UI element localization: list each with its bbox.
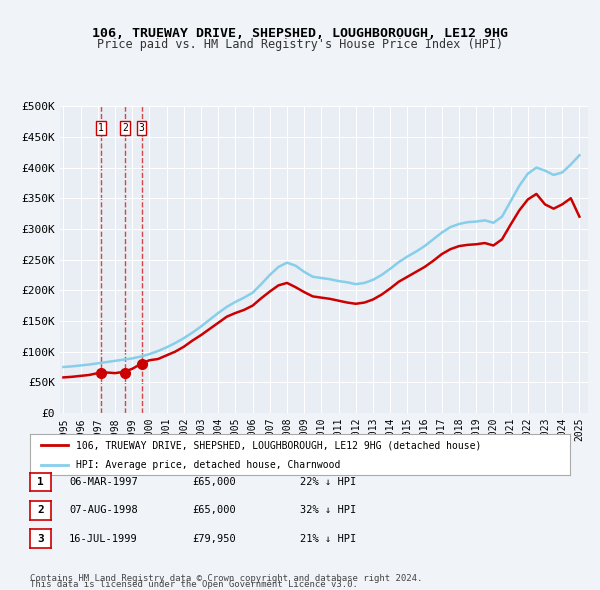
Text: 22% ↓ HPI: 22% ↓ HPI bbox=[300, 477, 356, 487]
Text: Contains HM Land Registry data © Crown copyright and database right 2024.: Contains HM Land Registry data © Crown c… bbox=[30, 574, 422, 583]
Text: 2: 2 bbox=[37, 506, 44, 515]
Text: £79,950: £79,950 bbox=[192, 534, 236, 543]
Text: 07-AUG-1998: 07-AUG-1998 bbox=[69, 506, 138, 515]
Text: 3: 3 bbox=[139, 123, 145, 133]
Text: 3: 3 bbox=[37, 534, 44, 543]
Text: 106, TRUEWAY DRIVE, SHEPSHED, LOUGHBOROUGH, LE12 9HG: 106, TRUEWAY DRIVE, SHEPSHED, LOUGHBOROU… bbox=[92, 27, 508, 40]
Text: 16-JUL-1999: 16-JUL-1999 bbox=[69, 534, 138, 543]
Text: £65,000: £65,000 bbox=[192, 477, 236, 487]
Text: 2: 2 bbox=[122, 123, 128, 133]
Text: 21% ↓ HPI: 21% ↓ HPI bbox=[300, 534, 356, 543]
Text: Price paid vs. HM Land Registry's House Price Index (HPI): Price paid vs. HM Land Registry's House … bbox=[97, 38, 503, 51]
Text: 1: 1 bbox=[37, 477, 44, 487]
Text: HPI: Average price, detached house, Charnwood: HPI: Average price, detached house, Char… bbox=[76, 460, 340, 470]
Text: 32% ↓ HPI: 32% ↓ HPI bbox=[300, 506, 356, 515]
Text: 106, TRUEWAY DRIVE, SHEPSHED, LOUGHBOROUGH, LE12 9HG (detached house): 106, TRUEWAY DRIVE, SHEPSHED, LOUGHBOROU… bbox=[76, 440, 481, 450]
Text: 1: 1 bbox=[98, 123, 104, 133]
Text: £65,000: £65,000 bbox=[192, 506, 236, 515]
Text: This data is licensed under the Open Government Licence v3.0.: This data is licensed under the Open Gov… bbox=[30, 580, 358, 589]
Text: 06-MAR-1997: 06-MAR-1997 bbox=[69, 477, 138, 487]
